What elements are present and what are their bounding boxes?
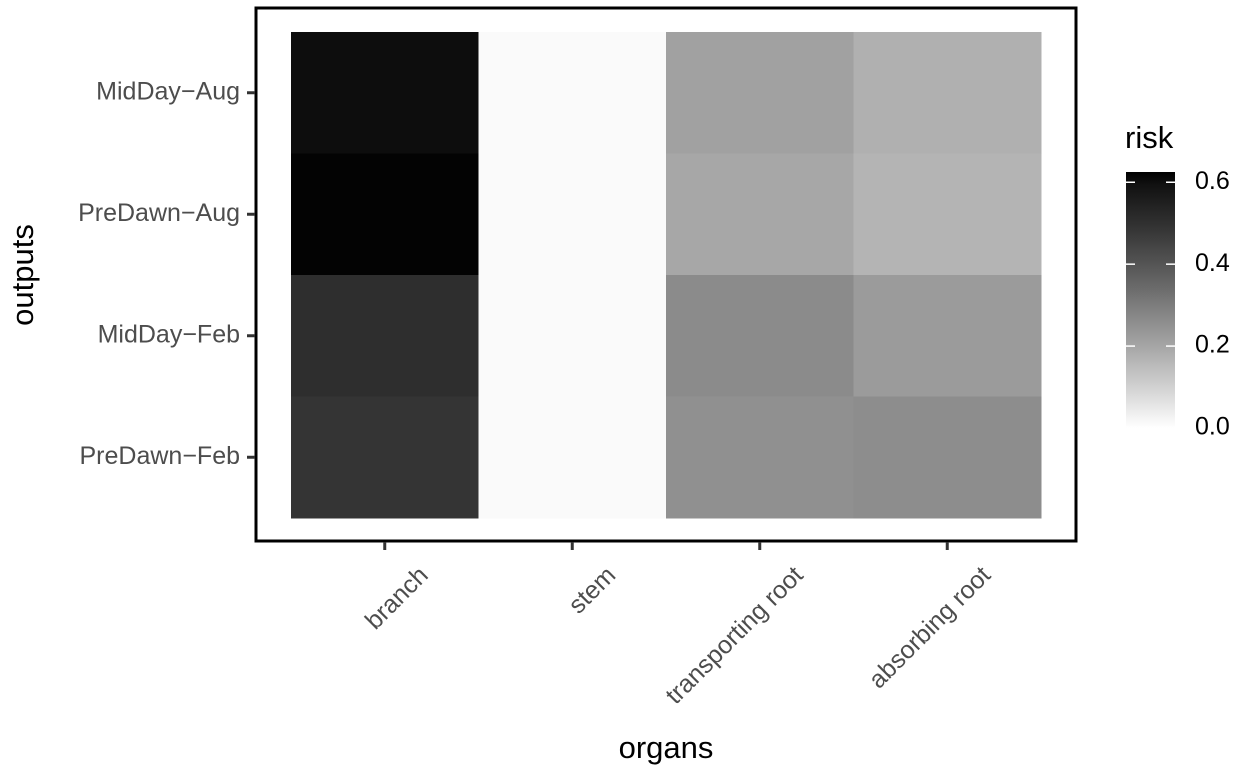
- heatmap-cell: [666, 153, 854, 276]
- heatmap-cell: [853, 275, 1042, 397]
- x-axis-title: organs: [619, 730, 714, 765]
- heatmap-cell: [666, 32, 854, 154]
- heatmap-cell: [291, 396, 479, 519]
- legend-tick-label: 0.4: [1195, 249, 1230, 277]
- x-tick-label: stem: [563, 561, 621, 619]
- heatmap-cell: [666, 396, 854, 519]
- heatmap-cell: [478, 32, 667, 154]
- x-tick-label: branch: [360, 561, 434, 635]
- heatmap-cell: [478, 275, 667, 397]
- y-tick-label: MidDay−Aug: [96, 77, 240, 105]
- heatmap-cell: [291, 32, 479, 154]
- heatmap-cell: [853, 396, 1042, 519]
- legend-tick-label: 0.6: [1195, 167, 1230, 195]
- heatmap-cell: [478, 396, 667, 519]
- y-axis-title: outputs: [5, 224, 40, 326]
- legend-title: risk: [1125, 120, 1174, 155]
- legend-tick-label: 0.0: [1195, 413, 1230, 441]
- heatmap-cell: [853, 32, 1042, 154]
- colorbar: [1126, 172, 1175, 428]
- heatmap-cell: [666, 275, 854, 397]
- y-tick-label: PreDawn−Aug: [78, 199, 240, 227]
- legend-tick-label: 0.2: [1195, 331, 1230, 359]
- heatmap-cell: [291, 275, 479, 397]
- x-tick-label: transporting root: [660, 561, 809, 710]
- heatmap-cell: [478, 153, 667, 276]
- heatmap-cell: [853, 153, 1042, 276]
- panel-border: [254, 6, 1078, 543]
- x-tick-label: absorbing root: [863, 561, 996, 694]
- y-tick-label: PreDawn−Feb: [80, 442, 241, 470]
- y-tick-label: MidDay−Feb: [98, 320, 240, 348]
- heatmap-cell: [291, 153, 479, 276]
